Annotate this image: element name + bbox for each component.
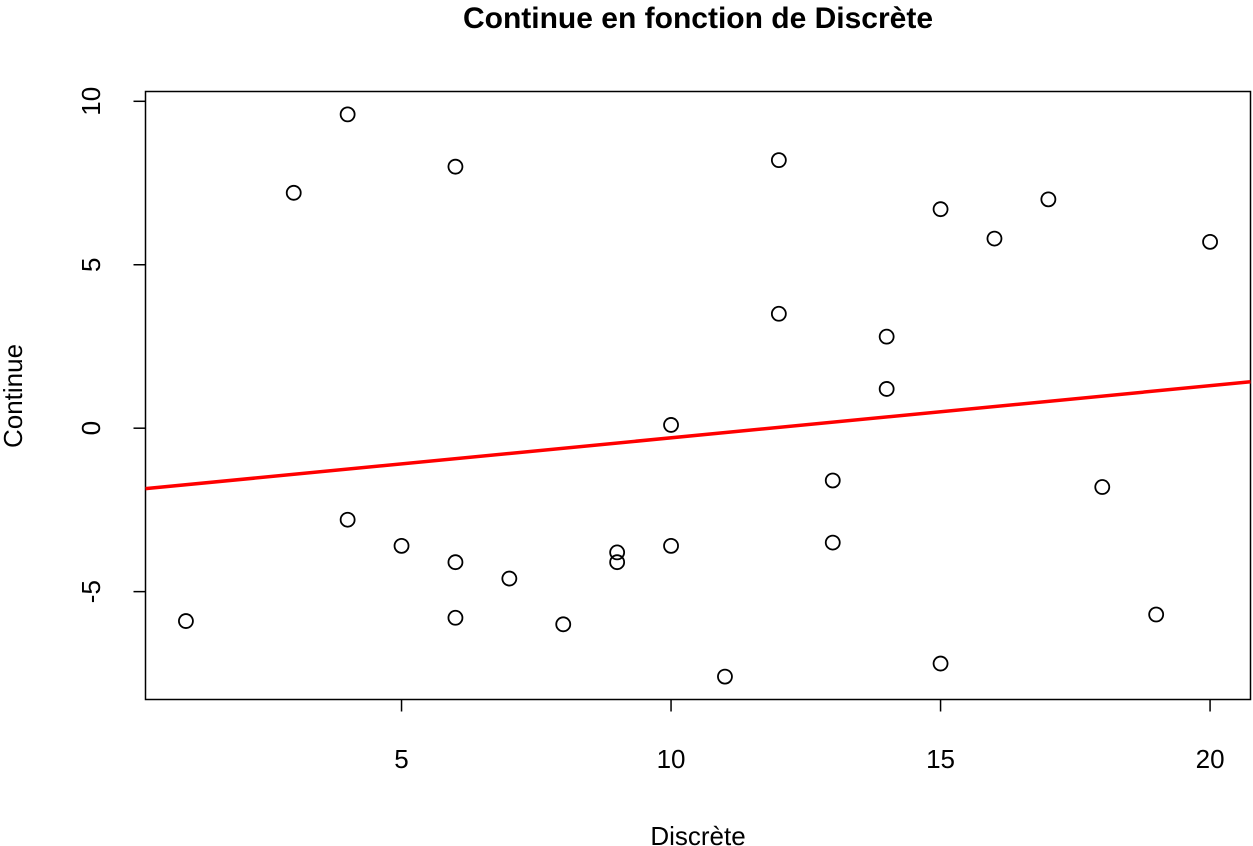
data-point — [393, 537, 410, 554]
data-point — [770, 152, 787, 169]
chart-title: Continue en fonction de Discrète — [463, 2, 933, 35]
data-point — [501, 570, 518, 587]
data-point — [1094, 479, 1111, 495]
plot-frame — [144, 90, 1252, 701]
y-axis-label: Continue — [0, 344, 28, 448]
data-point — [770, 305, 787, 322]
x-axis-label: Discrète — [650, 821, 745, 846]
y-tick-label: 0 — [76, 421, 106, 435]
data-point — [339, 106, 356, 123]
y-tick-label: 5 — [76, 258, 106, 272]
data-point — [447, 158, 464, 175]
x-tick-label: 10 — [657, 744, 686, 774]
data-point — [824, 534, 841, 551]
y-tick-label: 10 — [76, 87, 106, 116]
x-tick-label: 5 — [394, 744, 408, 774]
data-point — [878, 328, 895, 345]
y-tick-label: -5 — [76, 580, 106, 603]
y-axis: -5 0 5 10 — [76, 87, 146, 603]
data-point — [447, 554, 464, 571]
data-point — [178, 613, 194, 629]
data-point — [717, 668, 733, 685]
data-point — [1040, 191, 1057, 208]
x-axis: 5 10 15 20 — [394, 699, 1225, 774]
data-point — [447, 609, 464, 626]
x-tick-label: 20 — [1196, 744, 1225, 774]
x-tick-label: 15 — [926, 744, 955, 774]
data-point — [609, 544, 626, 561]
data-point — [609, 554, 626, 571]
data-point — [555, 616, 572, 633]
data-point — [285, 184, 302, 201]
data-points — [178, 106, 1218, 685]
data-point — [1148, 606, 1165, 623]
data-point — [1202, 233, 1218, 250]
data-point — [932, 201, 949, 218]
data-point — [663, 417, 679, 433]
regression-line — [145, 380, 1251, 491]
data-point — [663, 537, 679, 554]
data-point — [339, 511, 356, 528]
data-point — [878, 381, 895, 397]
data-point — [986, 230, 1003, 247]
data-point — [932, 655, 949, 672]
data-point — [824, 472, 841, 489]
